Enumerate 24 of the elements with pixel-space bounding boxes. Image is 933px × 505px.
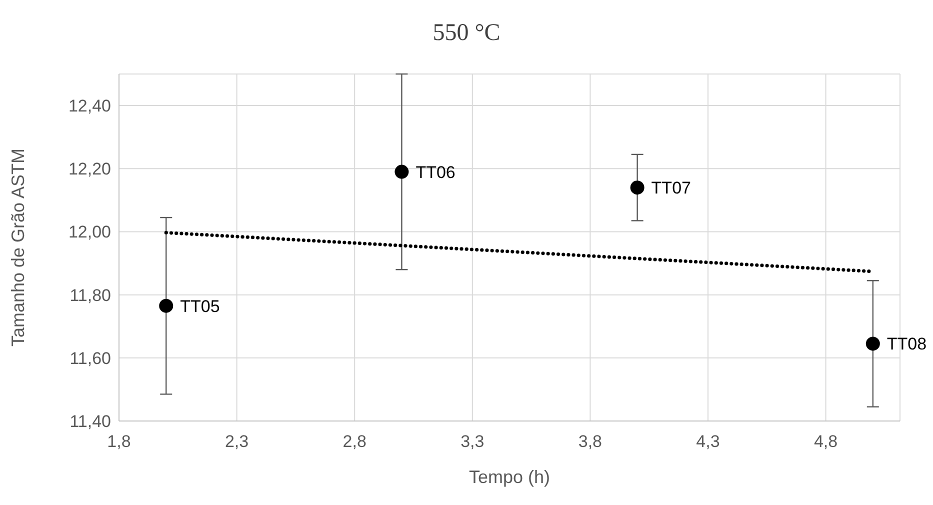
x-tick-label: 2,3: [224, 432, 249, 451]
x-tick-label: 2,8: [342, 432, 366, 451]
x-tick-label: 3,3: [460, 432, 484, 451]
y-tick-label: 12,20: [68, 160, 111, 179]
y-tick-label: 12,00: [68, 222, 111, 242]
x-tick-label: 3,8: [578, 432, 602, 451]
y-tick-label: 12,40: [68, 96, 111, 116]
y-tick-label: 11,60: [70, 348, 111, 368]
point: [866, 336, 880, 351]
point: [394, 164, 409, 179]
point: [630, 180, 644, 195]
x-tick-label: 1,8: [107, 432, 131, 451]
point: [159, 298, 174, 313]
x-tick-label: 4,3: [696, 432, 720, 451]
y-tick-label: 11,40: [70, 412, 111, 431]
annotation: TT07: [651, 178, 691, 198]
annotation: TT06: [416, 162, 456, 182]
y-axis-title: Tamanho de Grão ASTM: [8, 148, 28, 347]
x-tick-label: 4,8: [814, 432, 838, 451]
x-axis-title: Tempo (h): [468, 467, 550, 487]
y-tick-label: 11,80: [70, 286, 111, 305]
annotation: TT08: [886, 334, 927, 354]
chart-title: 550 °C: [432, 20, 500, 46]
annotation: TT05: [180, 296, 220, 316]
